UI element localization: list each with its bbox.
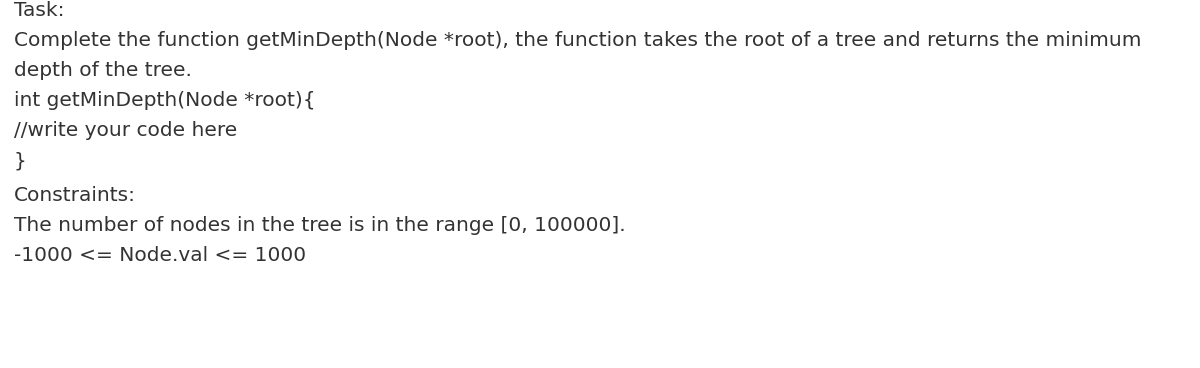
Text: //write your code here: //write your code here bbox=[14, 121, 238, 140]
Text: The number of nodes in the tree is in the range [0, 100000].: The number of nodes in the tree is in th… bbox=[14, 216, 625, 235]
Text: Constraints:: Constraints: bbox=[14, 186, 136, 205]
Text: Task:: Task: bbox=[14, 1, 65, 20]
Text: }: } bbox=[14, 151, 26, 170]
Text: depth of the tree.: depth of the tree. bbox=[14, 61, 192, 80]
Text: int getMinDepth(Node *root){: int getMinDepth(Node *root){ bbox=[14, 91, 316, 110]
Text: -1000 <= Node.val <= 1000: -1000 <= Node.val <= 1000 bbox=[14, 246, 306, 265]
Text: Complete the function getMinDepth(Node *root), the function takes the root of a : Complete the function getMinDepth(Node *… bbox=[14, 31, 1141, 50]
